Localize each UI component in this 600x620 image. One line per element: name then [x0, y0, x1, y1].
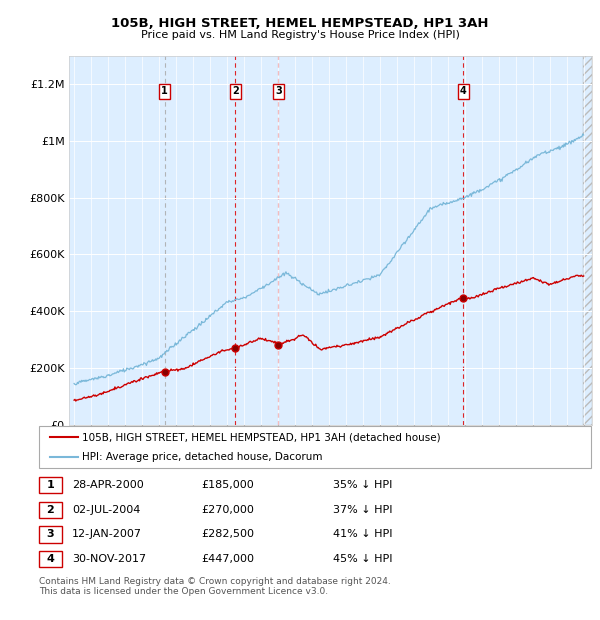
- Text: 105B, HIGH STREET, HEMEL HEMPSTEAD, HP1 3AH (detached house): 105B, HIGH STREET, HEMEL HEMPSTEAD, HP1 …: [82, 432, 441, 442]
- Text: 3: 3: [275, 86, 282, 96]
- Text: 4: 4: [460, 86, 467, 96]
- Text: 2: 2: [232, 86, 239, 96]
- Text: 41% ↓ HPI: 41% ↓ HPI: [333, 529, 392, 539]
- Text: HPI: Average price, detached house, Dacorum: HPI: Average price, detached house, Daco…: [82, 452, 323, 462]
- Text: Price paid vs. HM Land Registry's House Price Index (HPI): Price paid vs. HM Land Registry's House …: [140, 30, 460, 40]
- Text: Contains HM Land Registry data © Crown copyright and database right 2024.
This d: Contains HM Land Registry data © Crown c…: [39, 577, 391, 596]
- Text: 1: 1: [161, 86, 168, 96]
- Text: 30-NOV-2017: 30-NOV-2017: [72, 554, 146, 564]
- Text: £282,500: £282,500: [201, 529, 254, 539]
- Text: 4: 4: [46, 554, 55, 564]
- Text: 2: 2: [47, 505, 54, 515]
- Text: 1: 1: [47, 480, 54, 490]
- Text: 35% ↓ HPI: 35% ↓ HPI: [333, 480, 392, 490]
- Text: 37% ↓ HPI: 37% ↓ HPI: [333, 505, 392, 515]
- Text: £270,000: £270,000: [201, 505, 254, 515]
- Text: £185,000: £185,000: [201, 480, 254, 490]
- Text: 3: 3: [47, 529, 54, 539]
- Text: 105B, HIGH STREET, HEMEL HEMPSTEAD, HP1 3AH: 105B, HIGH STREET, HEMEL HEMPSTEAD, HP1 …: [111, 17, 489, 30]
- Text: 12-JAN-2007: 12-JAN-2007: [72, 529, 142, 539]
- Text: £447,000: £447,000: [201, 554, 254, 564]
- Text: 28-APR-2000: 28-APR-2000: [72, 480, 144, 490]
- Text: 45% ↓ HPI: 45% ↓ HPI: [333, 554, 392, 564]
- Text: 02-JUL-2004: 02-JUL-2004: [72, 505, 140, 515]
